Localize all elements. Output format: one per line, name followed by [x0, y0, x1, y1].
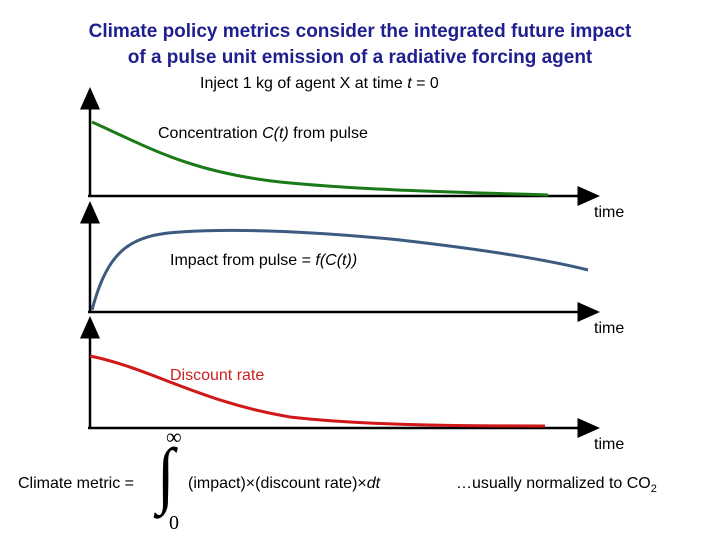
note-prefix: …usually normalized to CO	[456, 475, 651, 492]
upper-limit: ∞	[166, 424, 182, 449]
subtitle-var: t	[407, 75, 412, 92]
panel3-time-label: time	[594, 436, 625, 453]
lower-limit: 0	[169, 512, 179, 534]
panel2-label: Impact from pulse = f(C(t))	[170, 252, 357, 270]
formula-lhs: Climate metric =	[18, 475, 135, 492]
differential: dt	[366, 475, 381, 492]
panel1-label-suffix: from pulse	[288, 125, 368, 142]
panel1-label-italic: C(t)	[262, 125, 289, 142]
panel3-label-prefix: Discount rate	[170, 367, 265, 384]
panel1-time-label: time	[594, 204, 625, 221]
title-line-1: Climate policy metrics consider the inte…	[88, 21, 632, 42]
subtitle-suffix: = 0	[411, 75, 439, 92]
times-symbol-2: ×	[357, 475, 367, 492]
normalization-note: …usually normalized to CO2	[456, 475, 657, 495]
panel1-label-prefix: Concentration	[158, 125, 263, 142]
integrand-impact: (impact)	[188, 475, 246, 492]
panel2-time-label: time	[594, 320, 625, 337]
times-symbol-1: ×	[245, 475, 256, 492]
panel3-label: Discount rate	[170, 367, 264, 385]
integrand: (impact)×(discount rate)×dt	[188, 475, 380, 493]
subtitle-prefix: Inject 1 kg of agent X at time	[200, 75, 408, 92]
panel1-concentration-curve	[91, 120, 549, 197]
panel3-discount-curve	[89, 354, 546, 428]
panel2-impact-curve	[90, 228, 589, 311]
panel2-label-italic: f(C(t))	[315, 252, 358, 269]
subtitle: Inject 1 kg of agent X at time t = 0	[200, 75, 439, 93]
note-subscript: 2	[650, 483, 657, 496]
integrand-discount: (discount rate)	[255, 475, 358, 492]
panel2-label-prefix: Impact from pulse =	[170, 252, 316, 269]
title-line-2: of a pulse unit emission of a radiative …	[127, 47, 593, 68]
integral-sign: ∫	[157, 433, 175, 516]
panel1-label: Concentration C(t) from pulse	[158, 125, 368, 143]
